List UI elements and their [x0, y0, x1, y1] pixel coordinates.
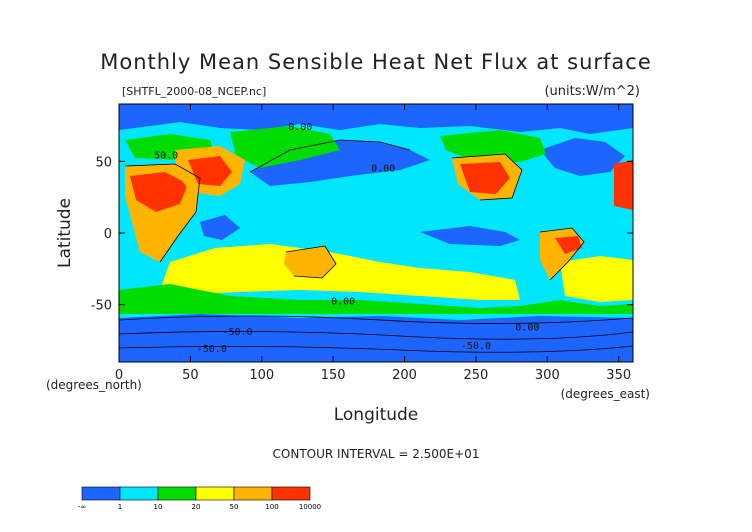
colorbar-cell	[195, 486, 235, 501]
colorbar-cell	[81, 486, 121, 501]
south-america-hot	[555, 236, 582, 254]
north-atlantic-blue	[540, 138, 625, 176]
arctic-region	[119, 104, 633, 134]
y-tick-label: -50	[91, 299, 112, 314]
x-tick-label: 350	[606, 368, 631, 383]
colorbar-level-label: 100	[265, 503, 278, 511]
contour-label: -50.0	[197, 344, 227, 355]
colorbar-level-label: 10000	[299, 503, 321, 511]
contour-label: 0.00	[331, 297, 355, 308]
north-america-hot	[460, 162, 510, 194]
contour-lines	[119, 139, 633, 353]
x-tick-label: 100	[249, 368, 274, 383]
x-axis-ticks: 0 50 100 150 200 250 300 350	[115, 104, 631, 383]
africa-hot	[130, 172, 188, 212]
southern-green-band	[119, 284, 633, 314]
x-tick-label: 200	[392, 368, 417, 383]
contour-label: -50.0	[461, 341, 491, 352]
contour-label: -50.0	[222, 327, 252, 338]
units-label: (units:W/m^2)	[544, 84, 640, 99]
contour-label: 0.00	[288, 122, 312, 133]
y-tick-label: 50	[95, 155, 112, 170]
contour-label: 0.00	[515, 322, 539, 333]
y-unit-label: (degrees_north)	[46, 378, 142, 392]
contour-label: 0.00	[371, 163, 395, 174]
y-axis-ticks: 50 0 -50	[91, 155, 633, 314]
chart-title: Monthly Mean Sensible Heat Net Flux at s…	[100, 50, 652, 74]
australia-warm	[284, 246, 336, 278]
antarctic-region	[119, 314, 633, 362]
equatorial-blue	[420, 226, 520, 246]
europe-hot	[614, 160, 633, 210]
north-green-america	[440, 130, 546, 162]
southern-yellow-band	[160, 244, 520, 300]
x-tick-label: 0	[115, 368, 123, 383]
asia-hot	[188, 156, 232, 186]
x-tick-label: 50	[182, 368, 199, 383]
x-tick-label: 150	[321, 368, 346, 383]
colorbar: -∞ 1 10 20 50 100 10000	[78, 486, 321, 511]
north-green-asia	[230, 126, 340, 168]
colorbar-level-label: 20	[192, 503, 201, 511]
x-unit-label: (degrees_east)	[561, 387, 650, 401]
x-tick-label: 250	[464, 368, 489, 383]
contour-label: 50.0	[154, 150, 178, 161]
y-tick-label: 0	[104, 227, 112, 242]
x-axis-label: Longitude	[334, 405, 419, 425]
contour-labels: 0.00 0.00 50.0 -50.0 -50.0 -50.0 0.00 0.00	[154, 122, 539, 355]
y-axis-label: Latitude	[55, 198, 75, 268]
south-atlantic-yellow	[560, 256, 633, 302]
contour-interval-label: CONTOUR INTERVAL = 2.500E+01	[273, 447, 480, 461]
colorbar-level-label: -∞	[78, 503, 86, 511]
colorbar-cell	[157, 486, 197, 501]
x-tick-label: 300	[535, 368, 560, 383]
file-label: [SHTFL_2000-08_NCEP.nc]	[122, 85, 266, 98]
indian-blue	[200, 215, 240, 240]
colorbar-level-label: 50	[230, 503, 239, 511]
colorbar-cell	[233, 486, 273, 501]
colorbar-level-label: 1	[118, 503, 122, 511]
colorbar-cell	[119, 486, 159, 501]
flux-field: 0.00 0.00 50.0 -50.0 -50.0 -50.0 0.00 0.00	[119, 104, 633, 362]
colorbar-cell	[271, 486, 311, 501]
colorbar-level-label: 10	[154, 503, 163, 511]
